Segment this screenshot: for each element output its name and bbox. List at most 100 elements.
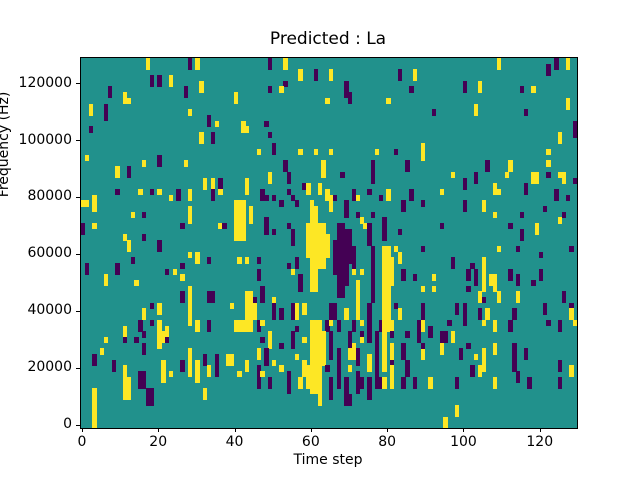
heatmap-cell xyxy=(222,223,227,230)
heatmap-cell xyxy=(496,58,502,70)
heatmap-cell xyxy=(92,200,97,213)
heatmap-cell xyxy=(535,171,540,184)
heatmap-cell xyxy=(138,319,143,332)
heatmap-cell xyxy=(561,291,567,304)
heatmap-cell xyxy=(252,297,258,304)
heatmap-cell xyxy=(260,285,265,304)
heatmap-cell xyxy=(336,348,342,389)
heatmap-cell xyxy=(126,97,132,105)
x-tick-mark xyxy=(463,428,465,432)
heatmap-cell xyxy=(515,274,521,287)
heatmap-cell xyxy=(340,171,345,179)
heatmap-cell xyxy=(122,92,128,105)
heatmap-cell xyxy=(519,211,525,218)
heatmap-cell xyxy=(573,319,577,327)
heatmap-cell xyxy=(336,319,342,332)
heatmap-cell xyxy=(267,58,273,70)
heatmap-cell xyxy=(393,302,399,310)
heatmap-cell xyxy=(329,331,334,361)
heatmap-cell xyxy=(180,274,185,281)
heatmap-cell xyxy=(378,319,383,332)
heatmap-cell xyxy=(164,325,170,338)
heatmap-cell xyxy=(439,223,445,230)
heatmap-cell xyxy=(527,376,532,389)
heatmap-cell xyxy=(149,319,155,327)
plot-title: Predicted : La xyxy=(269,29,387,49)
heatmap-cell xyxy=(420,348,425,361)
heatmap-cell xyxy=(267,376,273,389)
y-tick-mark xyxy=(76,310,80,312)
heatmap-cell xyxy=(355,280,361,321)
heatmap-cell xyxy=(107,86,113,99)
heatmap-cell xyxy=(157,188,162,196)
heatmap-cell xyxy=(264,120,269,127)
heatmap-cell xyxy=(267,331,273,349)
heatmap-cell xyxy=(176,188,181,201)
heatmap-cell xyxy=(157,75,162,88)
heatmap-cell xyxy=(256,365,261,389)
heatmap-cell xyxy=(355,194,361,201)
heatmap-cell xyxy=(264,217,269,236)
heatmap-cell xyxy=(142,331,147,338)
heatmap-cell xyxy=(317,319,322,332)
heatmap-cell xyxy=(134,280,139,287)
heatmap-cell xyxy=(271,359,277,366)
heatmap-cell xyxy=(569,245,574,253)
heatmap-cell xyxy=(519,86,525,93)
heatmap-cell xyxy=(245,126,250,133)
heatmap-cell xyxy=(462,319,467,327)
heatmap-cell xyxy=(210,188,216,201)
heatmap-cell xyxy=(142,308,147,321)
heatmap-cell xyxy=(496,188,502,196)
heatmap-cell xyxy=(420,285,425,292)
heatmap-cell xyxy=(348,92,353,105)
heatmap-cell xyxy=(84,200,90,207)
heatmap-cell xyxy=(451,331,456,344)
heatmap-cell xyxy=(142,211,147,218)
heatmap-cell xyxy=(454,302,460,315)
heatmap-cell xyxy=(180,359,185,372)
heatmap-cell xyxy=(199,132,204,144)
heatmap-cell xyxy=(367,354,372,372)
heatmap-cell xyxy=(161,359,166,384)
heatmap-cell xyxy=(287,188,292,196)
heatmap-cell xyxy=(329,302,334,321)
y-tick-label: 100000 xyxy=(18,131,72,148)
heatmap-cell xyxy=(260,336,265,344)
heatmap-cell xyxy=(241,200,246,241)
heatmap-cell xyxy=(329,376,334,401)
heatmap-cell xyxy=(271,143,277,156)
heatmap-cell xyxy=(382,291,387,321)
heatmap-cell xyxy=(149,75,155,88)
heatmap-cell xyxy=(473,103,479,116)
heatmap-cell xyxy=(359,268,364,275)
heatmap-cell xyxy=(344,80,349,99)
heatmap-cell xyxy=(363,223,368,230)
heatmap-cell xyxy=(573,126,577,139)
heatmap-cell xyxy=(264,194,269,201)
heatmap-cell xyxy=(508,160,513,173)
heatmap-cell xyxy=(81,200,86,207)
heatmap-cell xyxy=(420,319,425,332)
heatmap-cell xyxy=(283,80,288,88)
heatmap-cell xyxy=(462,200,467,213)
heatmap-cell xyxy=(409,86,414,93)
heatmap-cell xyxy=(271,302,277,321)
heatmap-cell xyxy=(145,388,151,406)
heatmap-cell xyxy=(294,257,300,270)
heatmap-cell xyxy=(546,319,551,327)
heatmap-cell xyxy=(367,223,372,247)
heatmap-cell xyxy=(397,228,403,236)
heatmap-cell xyxy=(329,319,334,327)
heatmap-cell xyxy=(546,149,551,156)
heatmap-cell xyxy=(359,376,364,389)
plot-area xyxy=(80,57,578,429)
heatmap-cell xyxy=(390,319,395,332)
heatmap-cell xyxy=(294,302,300,321)
heatmap-cell xyxy=(542,206,548,213)
x-tick-mark xyxy=(310,428,312,432)
y-tick-label: 120000 xyxy=(18,74,72,91)
heatmap-cell xyxy=(481,348,487,372)
heatmap-cell xyxy=(382,217,387,236)
